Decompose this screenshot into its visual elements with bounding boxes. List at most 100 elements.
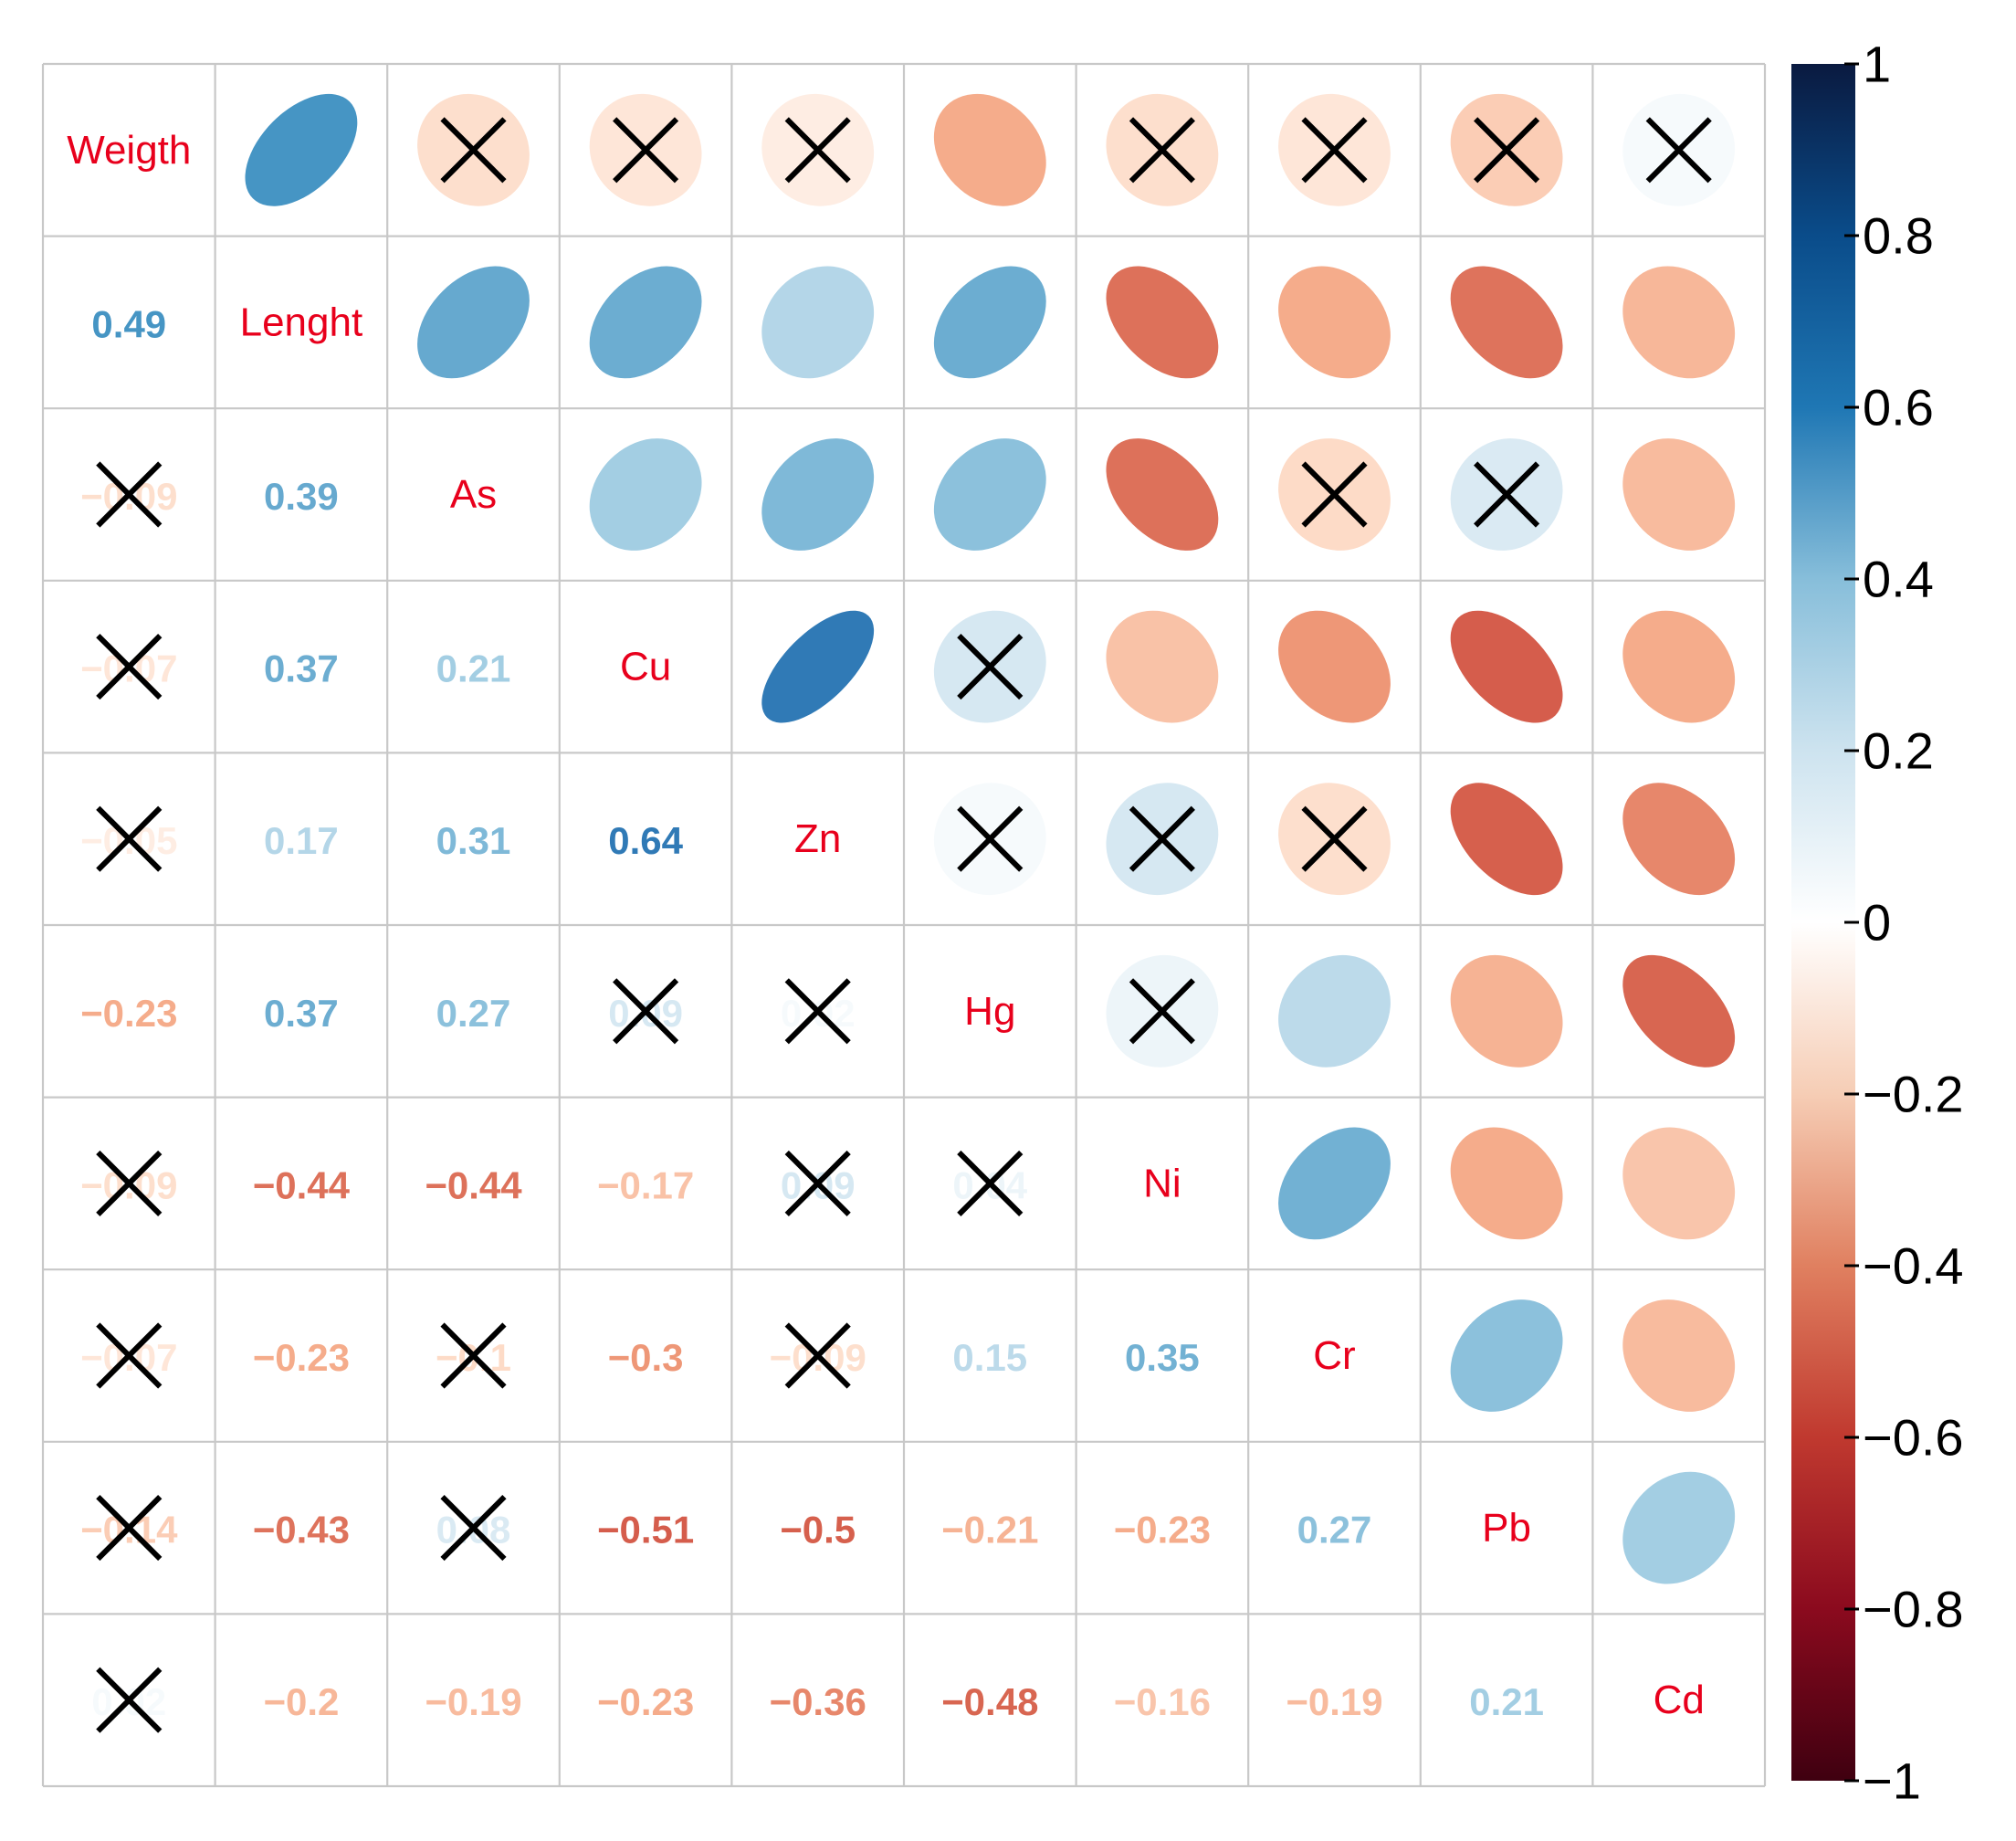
colorbar-tick-label: −0.2 (1863, 1066, 1964, 1123)
cell-Weigth-Ni (1106, 93, 1219, 206)
cell-Cd-As: −0.19 (425, 1680, 521, 1723)
cell-Pb-Weigth: −0.14 (80, 1495, 178, 1562)
not-significant-cross (96, 805, 163, 872)
cell-Cu-Lenght: 0.37 (264, 647, 339, 690)
variable-label: Zn (794, 816, 841, 861)
cell-Zn-As: 0.31 (436, 819, 511, 862)
cell-As-Lenght: 0.39 (264, 475, 339, 518)
correlation-ellipse (933, 93, 1046, 206)
cell-Weigth-Pb (1450, 93, 1563, 206)
colorbar-tick-label: −1 (1863, 1752, 1921, 1810)
cell-Weigth-As (417, 93, 530, 206)
cell-As-Pb (1450, 438, 1563, 551)
cell-Hg-Cd (1622, 954, 1736, 1068)
not-significant-cross (1301, 461, 1368, 528)
correlation-ellipse (1278, 610, 1391, 723)
colorbar-tick-label: −0.6 (1863, 1409, 1964, 1467)
correlation-value: −0.44 (253, 1163, 351, 1206)
correlation-value: 0.21 (1469, 1680, 1544, 1723)
not-significant-cross (1301, 117, 1368, 184)
not-significant-cross (96, 1150, 163, 1216)
correlation-ellipse (761, 610, 875, 723)
correlation-ellipse (1278, 1127, 1391, 1240)
colorbar-tick-label: 0.6 (1863, 379, 1934, 437)
not-significant-cross (96, 1322, 163, 1389)
cell-Hg-Lenght: 0.37 (264, 992, 339, 1035)
correlation-ellipse (245, 93, 358, 206)
correlation-ellipse (1450, 1299, 1563, 1412)
cell-Lenght-Pb (1450, 266, 1563, 379)
cell-Ni-Weigth: −0.09 (80, 1150, 177, 1216)
cell-Zn-Ni (1106, 783, 1219, 896)
correlation-ellipse (933, 438, 1046, 551)
cell-Hg-Hg: Hg (964, 989, 1015, 1034)
cell-Pb-Lenght: −0.43 (253, 1509, 350, 1552)
cell-Weigth-Weigth: Weigth (67, 128, 191, 173)
cell-Pb-As: 0.08 (436, 1495, 510, 1562)
variable-label: Cu (620, 645, 671, 689)
not-significant-cross (96, 1495, 163, 1562)
variable-label: As (450, 472, 497, 517)
correlation-ellipse (1450, 610, 1563, 723)
variable-label: Cr (1313, 1333, 1355, 1378)
correlation-ellipse (1450, 954, 1563, 1068)
cell-Cu-Weigth: −0.07 (80, 634, 177, 700)
correlation-ellipse (417, 266, 530, 379)
not-significant-cross (784, 1150, 851, 1216)
not-significant-cross (96, 461, 163, 528)
cell-Cr-Cu: −0.3 (608, 1336, 684, 1379)
cell-Hg-Cr (1278, 954, 1391, 1068)
cell-Weigth-Cr (1278, 93, 1391, 206)
cell-Lenght-Ni (1106, 266, 1219, 379)
cell-Ni-Cu: −0.17 (597, 1163, 694, 1206)
correlation-ellipse (1622, 783, 1736, 896)
cell-Cd-Lenght: −0.2 (263, 1680, 339, 1723)
not-significant-cross (784, 117, 851, 184)
cell-Cr-Pb (1450, 1299, 1563, 1412)
cell-Lenght-Weigth: 0.49 (91, 302, 166, 345)
correlation-value: 0.49 (91, 302, 166, 345)
correlation-value: −0.48 (941, 1680, 1038, 1723)
correlation-ellipse (589, 266, 702, 379)
not-significant-cross (957, 805, 1024, 872)
cell-Cr-Ni: 0.35 (1125, 1336, 1200, 1379)
correlation-ellipse (761, 438, 875, 551)
not-significant-cross (613, 117, 679, 184)
correlation-ellipse (1622, 438, 1736, 551)
not-significant-cross (1129, 117, 1195, 184)
variable-label: Pb (1482, 1506, 1531, 1551)
cell-Ni-Ni: Ni (1143, 1161, 1181, 1205)
correlation-value: −0.51 (597, 1509, 694, 1552)
cell-Cd-Cu: −0.23 (597, 1680, 694, 1723)
correlation-value: −0.43 (253, 1509, 350, 1552)
correlation-ellipse (1450, 266, 1563, 379)
not-significant-cross (96, 634, 163, 700)
cell-As-As: As (450, 472, 497, 517)
cell-Cu-Zn (761, 610, 875, 723)
correlation-ellipse (1106, 610, 1219, 723)
not-significant-cross (1301, 805, 1368, 872)
correlation-value: −0.3 (608, 1336, 684, 1379)
cell-Cu-Cd (1622, 610, 1736, 723)
correlation-value: −0.23 (253, 1336, 350, 1379)
cell-Cd-Hg: −0.48 (941, 1680, 1038, 1723)
cell-Lenght-Cd (1622, 266, 1736, 379)
cell-Zn-Cr (1278, 783, 1391, 896)
matrix-grid (41, 62, 1767, 1788)
correlation-ellipse (1278, 266, 1391, 379)
cell-Cr-Hg: 0.15 (952, 1336, 1027, 1379)
cell-Lenght-Cr (1278, 266, 1391, 379)
not-significant-cross (784, 1322, 851, 1389)
not-significant-cross (1129, 805, 1195, 872)
cell-Cu-Cu: Cu (620, 645, 671, 689)
cell-Weigth-Zn (761, 93, 875, 206)
cell-Weigth-Lenght (245, 93, 358, 206)
not-significant-cross (440, 117, 507, 184)
correlation-ellipse (1622, 266, 1736, 379)
cell-Cu-As: 0.21 (436, 647, 511, 690)
cell-Hg-As: 0.27 (436, 992, 511, 1035)
colorbar: 1 0.8 0.6 0.4 0.2 0 −0.2 −0.4 −0.6 −0.8 −1 (1791, 36, 1964, 1810)
colorbar-tick-label: 0.4 (1863, 551, 1934, 608)
correlation-value: −0.23 (597, 1680, 694, 1723)
